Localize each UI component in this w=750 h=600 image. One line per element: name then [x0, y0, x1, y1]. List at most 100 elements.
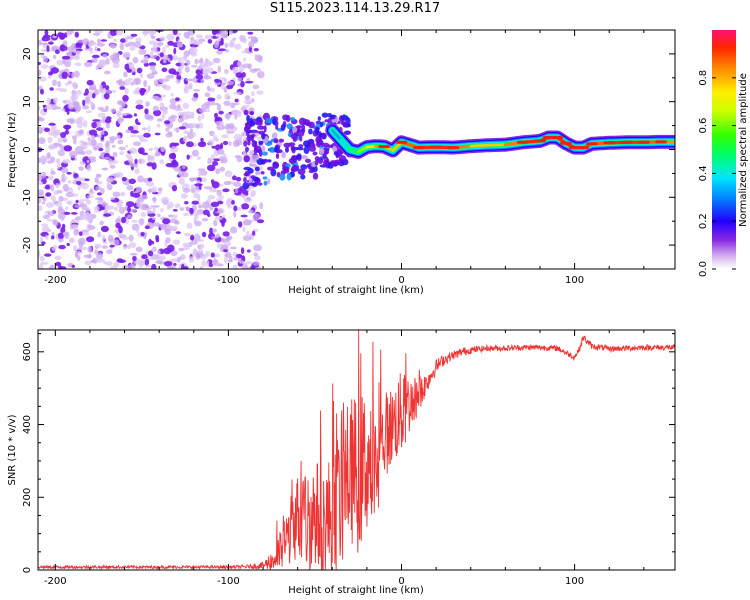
transition-blob [251, 182, 258, 187]
noise-speck [102, 234, 106, 242]
noise-speck [223, 249, 228, 253]
noise-speck [105, 85, 110, 91]
noise-speck [245, 261, 252, 264]
noise-speck [175, 127, 180, 133]
noise-speck [225, 123, 230, 130]
noise-speck [178, 247, 185, 252]
noise-speck [117, 117, 125, 122]
noise-speck [91, 54, 100, 59]
noise-speck [161, 67, 168, 73]
noise-speck [227, 96, 231, 100]
noise-speck [137, 175, 144, 183]
noise-speck [189, 111, 194, 119]
noise-speck [198, 248, 203, 255]
noise-speck [128, 234, 134, 242]
noise-speck [218, 110, 224, 115]
noise-speck [135, 37, 142, 43]
noise-speck [217, 148, 225, 155]
transition-blob [329, 114, 336, 120]
noise-speck [189, 128, 194, 134]
noise-speck [211, 236, 219, 239]
noise-speck [96, 42, 105, 47]
noise-speck [201, 231, 207, 238]
noise-speck [111, 144, 116, 148]
noise-speck [214, 253, 220, 258]
noise-speck [38, 205, 43, 212]
noise-speck [194, 58, 199, 65]
transition-blob [258, 140, 264, 145]
noise-speck [82, 120, 88, 128]
transition-blob [242, 182, 250, 190]
noise-speck [169, 227, 177, 232]
transition-blob [303, 140, 311, 148]
noise-speck [66, 242, 70, 247]
noise-speck [154, 47, 158, 53]
noise-speck [135, 104, 144, 110]
transition-blob [267, 166, 275, 171]
noise-speck [69, 193, 79, 197]
noise-speck [189, 40, 196, 45]
noise-speck [104, 92, 110, 100]
noise-speck [133, 113, 137, 117]
noise-speck [86, 225, 96, 231]
transition-blob [315, 120, 322, 124]
noise-speck [38, 106, 41, 111]
noise-speck [42, 34, 51, 39]
noise-speck [253, 244, 262, 252]
noise-speck [166, 33, 175, 41]
noise-speck [80, 150, 86, 155]
noise-speck [107, 234, 114, 242]
noise-speck [213, 158, 221, 162]
noise-speck [103, 156, 110, 160]
noise-speck [182, 54, 188, 62]
noise-speck [196, 156, 201, 160]
noise-speck [148, 148, 153, 151]
noise-speck [172, 54, 178, 61]
y-tick-label: -10 [22, 189, 33, 205]
colorbar: 0.0 0.2 0.4 0.6 0.8 Normalized spectral ampl… [698, 30, 749, 277]
noise-speck [245, 196, 252, 201]
x-tick-label: 0 [398, 576, 404, 587]
noise-speck [196, 34, 203, 39]
x-tick-label: -100 [217, 576, 240, 587]
noise-speck [171, 214, 178, 219]
noise-speck [204, 34, 213, 40]
noise-speck [119, 106, 124, 112]
noise-speck [191, 65, 198, 68]
noise-speck [230, 226, 238, 234]
noise-speck [65, 82, 70, 86]
noise-speck [128, 178, 136, 185]
noise-speck [157, 188, 163, 191]
transition-blob [260, 171, 265, 175]
noise-speck [96, 127, 104, 131]
noise-speck [249, 68, 258, 73]
noise-speck [162, 46, 166, 54]
noise-speck [223, 77, 227, 84]
noise-speck [221, 134, 230, 139]
noise-speck [42, 104, 46, 108]
noise-speck [143, 62, 149, 67]
noise-speck [135, 87, 141, 92]
noise-speck [190, 36, 195, 42]
noise-speck [55, 158, 61, 165]
transition-blob [281, 151, 286, 159]
transition-blob [272, 161, 279, 167]
noise-speck [84, 178, 90, 182]
noise-speck [192, 248, 198, 255]
noise-speck [38, 176, 42, 182]
noise-speck [183, 232, 192, 237]
noise-speck [154, 132, 161, 136]
transition-blob [257, 182, 263, 186]
transition-blob [327, 144, 333, 148]
noise-speck [234, 98, 239, 103]
colorbar-tick-label: 0.2 [698, 213, 709, 229]
noise-speck [114, 229, 118, 233]
y-tick-label: 200 [22, 488, 33, 507]
noise-speck [225, 236, 231, 242]
noise-speck [209, 102, 216, 106]
noise-speck [217, 200, 224, 205]
noise-speck [147, 177, 153, 182]
noise-speck [47, 130, 56, 136]
noise-speck [180, 61, 185, 69]
noise-speck [51, 235, 55, 240]
